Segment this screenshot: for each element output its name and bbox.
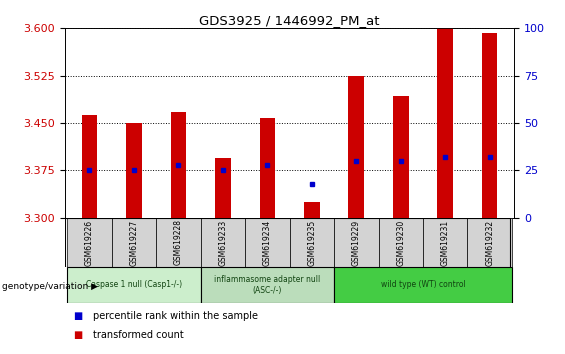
Bar	[171, 112, 186, 218]
Bar	[245, 218, 289, 267]
Text: GSM619234: GSM619234	[263, 219, 272, 266]
Text: GSM619235: GSM619235	[307, 219, 316, 266]
Bar	[423, 218, 467, 267]
Text: GSM619233: GSM619233	[218, 219, 227, 266]
Bar	[67, 218, 112, 267]
Text: GSM619230: GSM619230	[396, 219, 405, 266]
Bar	[467, 218, 512, 267]
Bar	[259, 118, 275, 218]
Text: inflammasome adapter null
(ASC-/-): inflammasome adapter null (ASC-/-)	[214, 275, 320, 295]
Bar	[201, 267, 334, 303]
Text: GSM619231: GSM619231	[441, 219, 450, 266]
Bar	[289, 218, 334, 267]
Text: wild type (WT) control: wild type (WT) control	[381, 280, 466, 290]
Text: GSM619229: GSM619229	[352, 219, 361, 266]
Text: Caspase 1 null (Casp1-/-): Caspase 1 null (Casp1-/-)	[86, 280, 182, 290]
Text: GSM619228: GSM619228	[174, 219, 183, 266]
Bar	[334, 267, 512, 303]
Text: genotype/variation ▶: genotype/variation ▶	[2, 281, 98, 291]
Text: ■: ■	[73, 311, 82, 321]
Text: transformed count: transformed count	[93, 330, 184, 339]
Text: percentile rank within the sample: percentile rank within the sample	[93, 311, 258, 321]
Bar	[201, 218, 245, 267]
Bar	[156, 218, 201, 267]
Title: GDS3925 / 1446992_PM_at: GDS3925 / 1446992_PM_at	[199, 14, 380, 27]
Bar	[349, 76, 364, 218]
Bar	[482, 33, 497, 218]
Text: GSM619232: GSM619232	[485, 219, 494, 266]
Bar	[112, 218, 156, 267]
Bar	[126, 123, 142, 218]
Bar	[67, 267, 201, 303]
Bar	[437, 28, 453, 218]
Bar	[215, 158, 231, 218]
Bar	[82, 115, 97, 218]
Bar	[393, 96, 408, 218]
Text: ■: ■	[73, 330, 82, 339]
Text: GSM619227: GSM619227	[129, 219, 138, 266]
Text: GSM619226: GSM619226	[85, 219, 94, 266]
Bar	[304, 202, 320, 218]
Bar	[334, 218, 379, 267]
Bar	[379, 218, 423, 267]
